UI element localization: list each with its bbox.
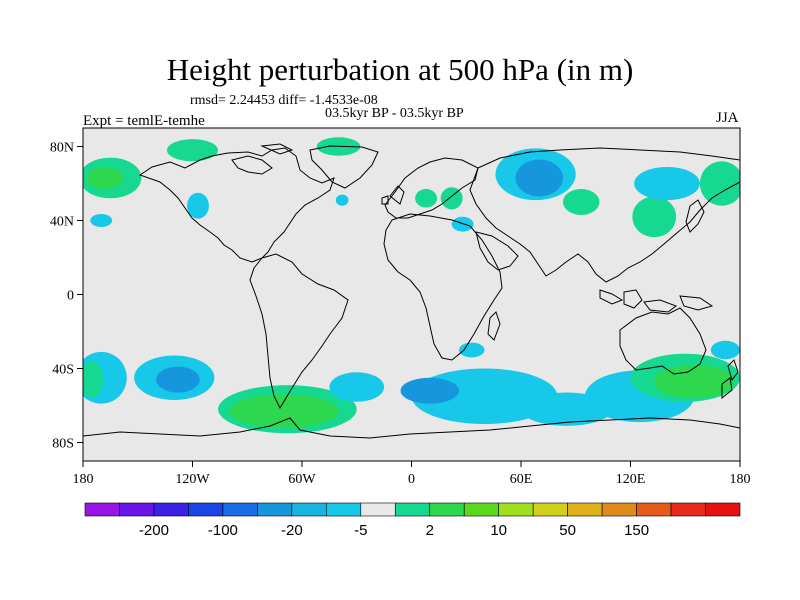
anomaly-new-zealand-positive-core xyxy=(654,364,735,399)
colorbar-label: -100 xyxy=(208,522,238,539)
lat-tick-label: 0 xyxy=(67,289,74,304)
colorbar-swatch xyxy=(119,502,155,517)
plot-title: Height perturbation at 500 hPa (in m) xyxy=(166,52,634,87)
coast-australia xyxy=(619,307,707,375)
colorbar-swatch xyxy=(429,502,465,517)
lat-tick-label: 80N xyxy=(50,141,74,156)
colorbar-swatch xyxy=(394,502,431,517)
anomaly-gulf-alaska-negative xyxy=(187,192,209,219)
colorbar-swatch xyxy=(222,502,258,517)
colorbar-swatch xyxy=(291,502,327,517)
colorbar-swatch xyxy=(567,502,603,517)
anomaly-north-pacific-positive-core xyxy=(86,166,124,190)
coast-north-america xyxy=(138,147,335,263)
coast-new-zealand xyxy=(721,359,739,400)
lon-tick-label: 180 xyxy=(730,472,751,487)
anomaly-north-pacific-east-negative xyxy=(634,166,700,201)
colorbar-label: -200 xyxy=(139,522,169,539)
coastlines xyxy=(83,143,740,439)
colorbar-swatch xyxy=(636,502,672,517)
coast-antarctica xyxy=(83,417,740,439)
anomaly-north-pacific-negative xyxy=(90,214,113,227)
lon-tick-label: 60E xyxy=(510,472,533,487)
lon-tick-label: 120E xyxy=(616,472,646,487)
colorbar-swatch xyxy=(188,502,224,517)
colorbar: -200 -100 -20 -5 2 10 50 150 xyxy=(84,502,741,539)
colorbar-swatch xyxy=(498,502,534,517)
latitude-axis: 80N 40N 0 40S 80S xyxy=(50,141,83,452)
anomaly-central-asia-positive xyxy=(562,189,600,215)
colorbar-swatch xyxy=(326,502,362,517)
colorbar-label: 150 xyxy=(624,522,649,539)
lon-tick-label: 120W xyxy=(175,472,210,487)
anomaly-siberia-negative-core xyxy=(515,159,563,197)
colorbar-label: 2 xyxy=(426,522,434,539)
longitude-axis: 180 120W 60W 0 60E 120E 180 xyxy=(73,461,751,487)
anomaly-south-pacific-positive-west xyxy=(83,361,104,399)
anomaly-europe-positive xyxy=(415,189,438,208)
lat-tick-label: 80S xyxy=(52,437,74,452)
coast-arctic-islands xyxy=(231,143,294,175)
lon-tick-label: 0 xyxy=(408,472,415,487)
anomaly-layer xyxy=(83,137,740,434)
coast-asia xyxy=(469,147,740,283)
anomaly-southern-ocean-negative-core xyxy=(400,377,459,404)
anomaly-atlantic-negative xyxy=(335,194,349,206)
colorbar-label: -20 xyxy=(281,522,303,539)
colorbar-swatch xyxy=(670,502,706,517)
season-label: JJA xyxy=(716,110,739,126)
coast-south-america xyxy=(249,253,349,410)
colorbar-swatch xyxy=(601,502,637,517)
colorbar-label: -5 xyxy=(354,522,367,539)
colorbar-swatch xyxy=(257,502,293,517)
colorbar-swatch xyxy=(84,502,120,517)
anomaly-mediterranean-negative xyxy=(451,216,474,232)
colorbar-swatch xyxy=(360,502,396,517)
coast-arabia xyxy=(475,231,519,271)
colorbar-swatch xyxy=(463,502,499,517)
period-label: 03.5kyr BP - 03.5kyr BP xyxy=(325,106,464,121)
colorbar-label: 10 xyxy=(490,522,507,539)
coast-europe xyxy=(384,157,479,219)
anomaly-east-asia-positive xyxy=(632,196,677,238)
anomaly-south-america-positive-core xyxy=(229,394,339,428)
anomaly-tasman-negative xyxy=(710,340,740,360)
anomaly-canada-positive xyxy=(166,139,219,162)
lon-tick-label: 60W xyxy=(288,472,316,487)
coast-greenland xyxy=(309,145,379,189)
anomaly-eastern-europe-positive xyxy=(440,187,463,210)
stats-line: rmsd= 2.24453 diff= -1.4533e-08 xyxy=(190,93,378,108)
colorbar-label: 50 xyxy=(559,522,576,539)
coast-madagascar xyxy=(487,311,501,341)
colorbar-swatch xyxy=(532,502,568,517)
colorbar-swatch xyxy=(153,502,189,517)
colorbar-swatch xyxy=(705,502,741,517)
lat-tick-label: 40S xyxy=(52,363,74,378)
lon-tick-label: 180 xyxy=(73,472,94,487)
lat-tick-label: 40N xyxy=(50,215,74,230)
anomaly-south-africa-positive xyxy=(458,342,485,358)
coast-japan xyxy=(685,199,705,233)
anomaly-south-atlantic-negative xyxy=(329,372,385,402)
anomaly-dateline-positive xyxy=(699,161,740,206)
coast-british-isles xyxy=(381,185,405,205)
coast-indonesia xyxy=(599,289,714,313)
coast-africa xyxy=(383,213,503,361)
anomaly-south-pacific-negative-core xyxy=(156,366,200,393)
experiment-label: Expt = temlE-temhe xyxy=(83,113,205,129)
